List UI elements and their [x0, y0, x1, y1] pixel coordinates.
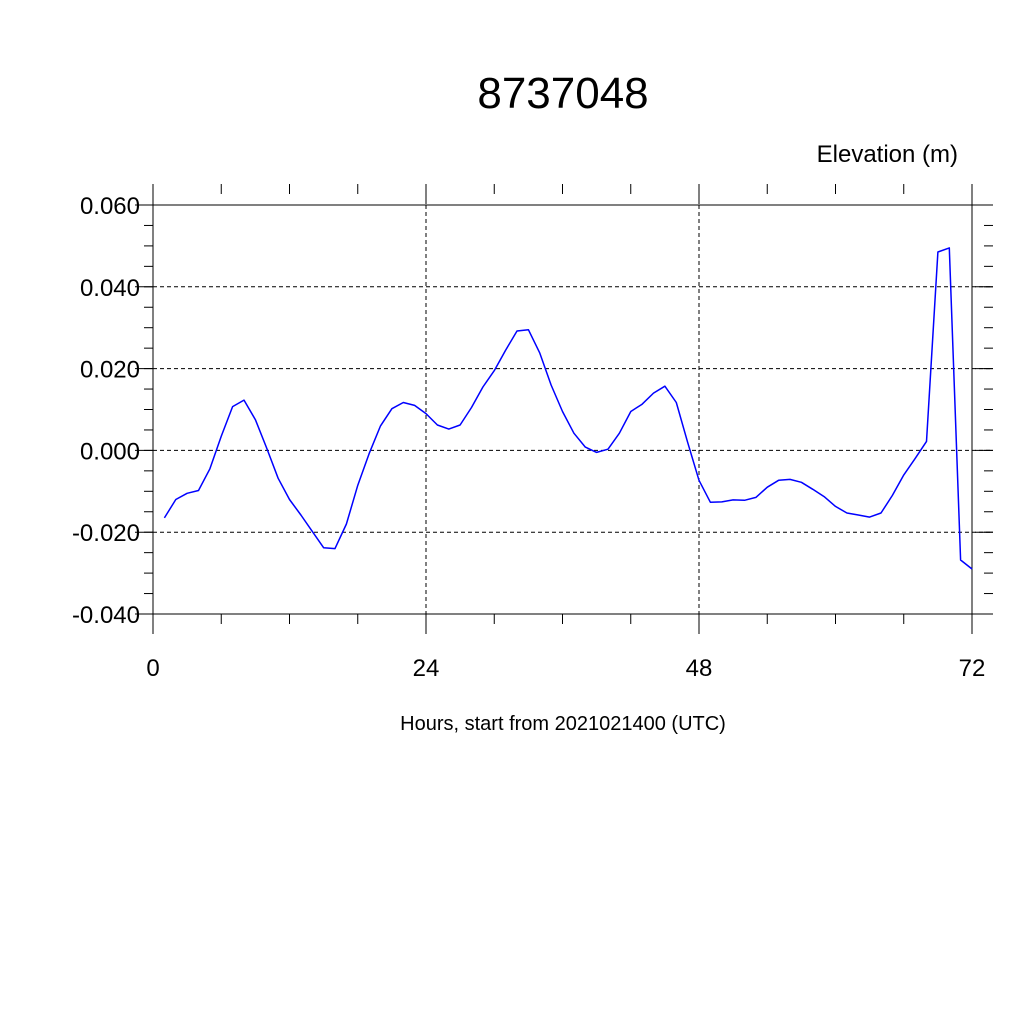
y-tick-label: 0.020 [80, 357, 140, 384]
x-axis-label: Hours, start from 2021021400 (UTC) [400, 713, 726, 735]
axes-layer [135, 184, 993, 634]
y-tick-label: 0.060 [80, 193, 140, 220]
x-tick-label: 24 [413, 655, 440, 682]
x-tick-label: 48 [686, 655, 713, 682]
grid-layer [153, 204, 993, 615]
series-layer [163, 247, 973, 570]
y-tick-label: 0.040 [80, 275, 140, 302]
y-tick-label: -0.020 [72, 520, 140, 547]
y-tick-label: -0.040 [72, 602, 140, 629]
y-tick-label: 0.000 [80, 438, 140, 465]
x-tick-label: 72 [959, 655, 986, 682]
tick-label-layer: -0.040 -0.020 0.000 0.020 0.040 0.060 0 24 48 72 [72, 193, 985, 682]
units-label: Elevation (m) [817, 141, 958, 168]
chart-title: 8737048 [477, 69, 648, 118]
series-line [163, 247, 973, 570]
x-tick-label: 0 [146, 655, 159, 682]
